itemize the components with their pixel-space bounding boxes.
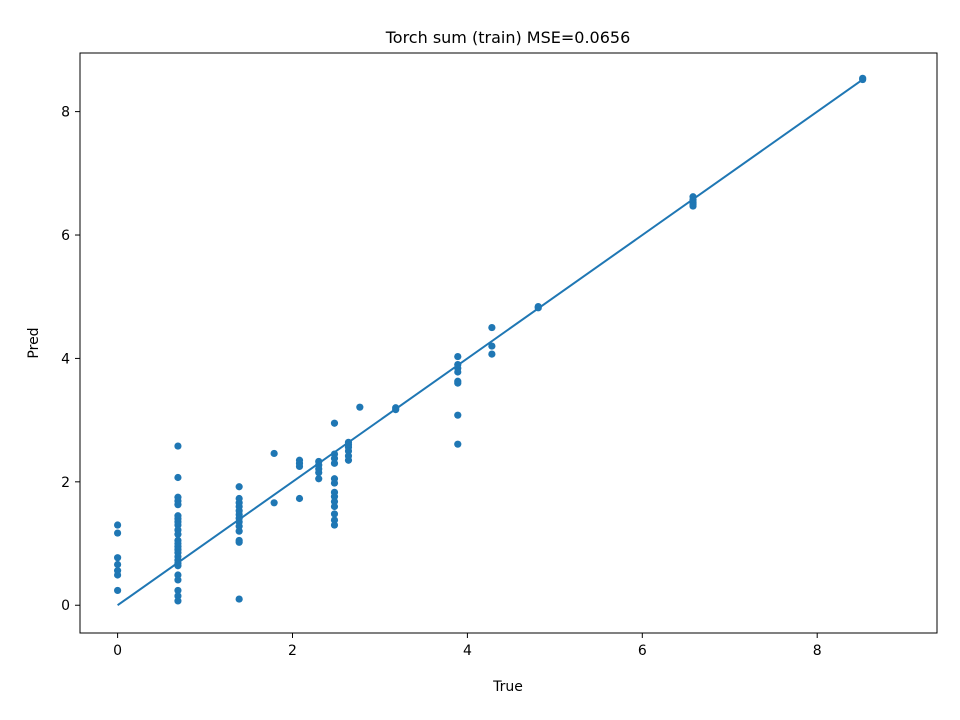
scatter-point [330, 459, 339, 467]
plot-frame [79, 52, 938, 634]
scatter-point [330, 493, 339, 501]
scatter-point [174, 530, 182, 538]
scatter-point [330, 419, 339, 427]
scatter-point [295, 462, 304, 471]
scatter-point [114, 529, 122, 537]
scatter-point [330, 454, 339, 462]
scatter-point [356, 403, 364, 411]
y-tick-label: 6 [61, 228, 70, 244]
scatter-point [454, 440, 462, 448]
scatter-point [235, 522, 243, 530]
y-tick-label: 2 [61, 475, 70, 491]
scatter-point [174, 592, 182, 600]
scatter-point [454, 368, 462, 376]
scatter-point [235, 595, 243, 603]
scatter-point [344, 447, 353, 455]
y-tick-label: 4 [61, 351, 70, 367]
scatter-point [174, 571, 182, 579]
scatter-point [114, 554, 122, 562]
y-tick-label: 0 [61, 598, 70, 614]
x-tick-label: 4 [463, 643, 472, 659]
scatter-point [330, 510, 339, 518]
x-tick-label: 6 [638, 643, 647, 659]
scatter-point [174, 597, 182, 605]
scatter-point [174, 473, 182, 482]
scatter-point [295, 494, 304, 503]
scatter-point [235, 527, 243, 535]
scatter-point [454, 352, 462, 361]
scatter-point [454, 379, 462, 387]
x-axis: 0 2 4 6 8 [113, 633, 822, 659]
reference-line [117, 78, 864, 607]
scatter-point [330, 502, 339, 511]
scatter-point [689, 202, 697, 210]
scatter-point [174, 586, 182, 595]
scatter-point [235, 483, 243, 491]
scatter-point [114, 521, 122, 529]
chart-title: Torch sum (train) MSE=0.0656 [385, 28, 631, 47]
scatter-point [330, 521, 339, 529]
scatter-point [315, 475, 323, 483]
scatter-point [488, 342, 496, 350]
scatter-point [330, 516, 339, 524]
x-axis-label: True [492, 679, 523, 695]
y-tick-label: 8 [61, 105, 70, 121]
scatter-point [344, 456, 353, 464]
scatter-point [174, 576, 182, 584]
plot-content [114, 74, 867, 607]
scatter-point [174, 442, 182, 450]
scatter-point [488, 350, 496, 358]
x-tick-label: 0 [113, 643, 122, 659]
x-tick-label: 8 [813, 643, 822, 659]
y-axis: 0 2 4 6 8 [61, 105, 80, 614]
scatter-point [235, 538, 243, 546]
scatter-point [114, 571, 122, 579]
scatter-point [174, 521, 182, 529]
scatter-point [114, 586, 122, 595]
scatter-point [315, 468, 323, 477]
scatter-point [174, 501, 182, 509]
scatter-point [270, 499, 278, 507]
scatter-point [488, 323, 496, 332]
scatter-point [330, 497, 339, 506]
y-axis-label: Pred [26, 327, 42, 358]
x-tick-label: 2 [288, 643, 297, 659]
scatter-point [114, 560, 122, 569]
scatter-point [454, 411, 462, 419]
scatter-point [330, 479, 339, 487]
scatter-point [270, 449, 278, 458]
